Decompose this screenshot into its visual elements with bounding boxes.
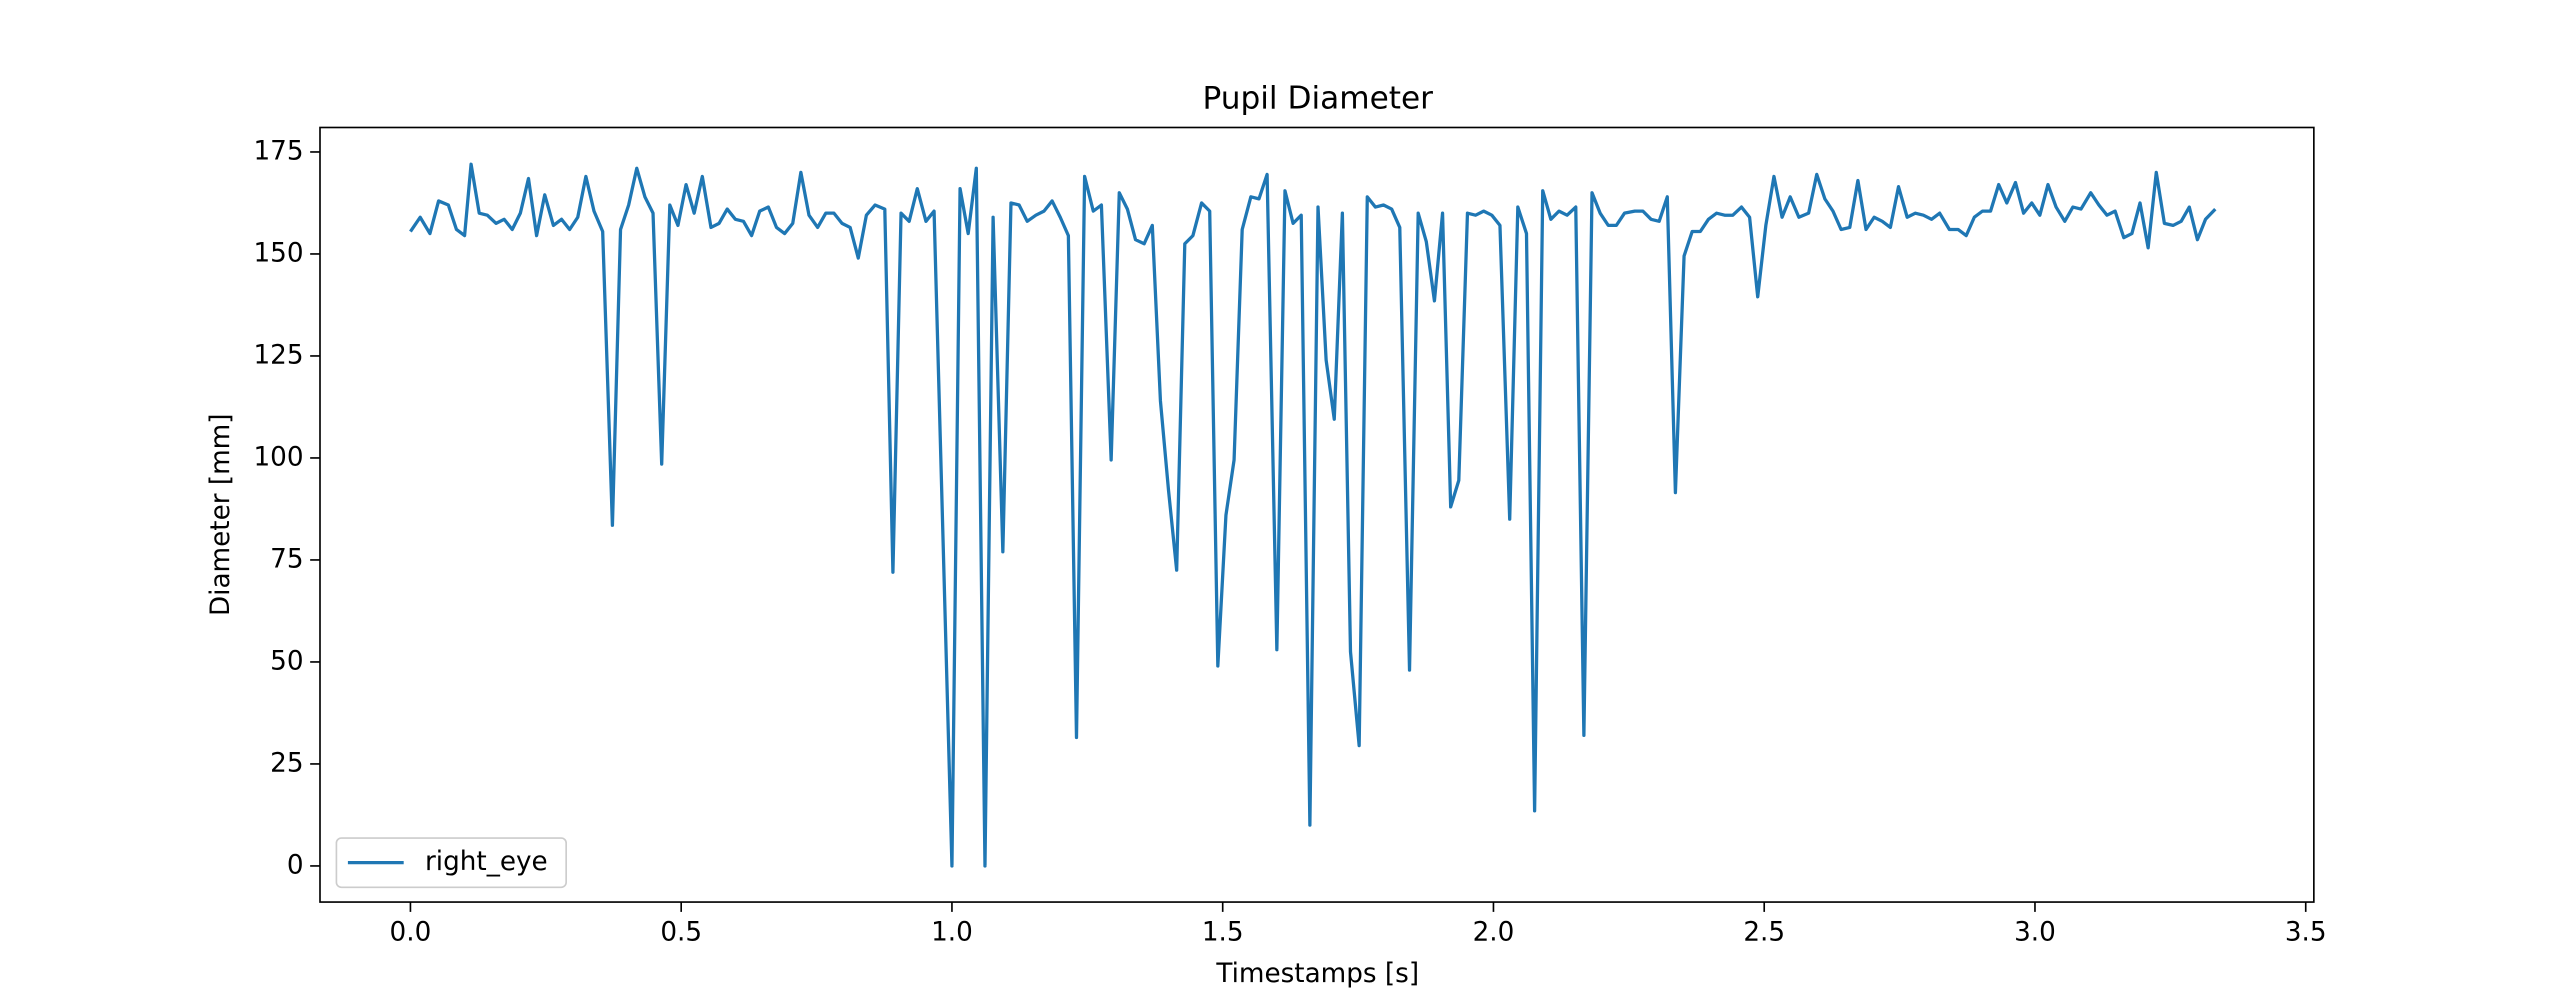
- legend-label: right_eye: [425, 847, 548, 877]
- y-axis-label: Diameter [mm]: [206, 414, 236, 617]
- x-tick-label: 0.5: [660, 918, 702, 948]
- x-tick-label: 2.0: [1473, 918, 1515, 948]
- x-tick-label: 3.0: [2014, 918, 2056, 948]
- plot-frame: [319, 126, 2315, 903]
- x-tick-label: 1.0: [931, 918, 973, 948]
- y-tick-label: 150: [253, 238, 303, 268]
- y-tick-label: 25: [270, 748, 303, 778]
- y-tick-label: 50: [270, 646, 303, 676]
- y-tick-label: 75: [270, 544, 303, 574]
- y-tick-label: 125: [253, 340, 303, 370]
- y-tick-label: 100: [253, 442, 303, 472]
- x-axis-label: Timestamps [s]: [1215, 959, 1419, 989]
- line-series: [409, 162, 2217, 868]
- x-tick-label: 1.5: [1202, 918, 1244, 948]
- x-tick-label: 2.5: [1743, 918, 1785, 948]
- y-tick-label: 175: [253, 136, 303, 166]
- chart-title: Pupil Diameter: [1203, 81, 1434, 117]
- legend-box: [335, 837, 567, 889]
- x-tick-label: 3.5: [2285, 918, 2327, 948]
- y-tick-label: 0: [287, 850, 304, 880]
- x-tick-label: 0.0: [390, 918, 432, 948]
